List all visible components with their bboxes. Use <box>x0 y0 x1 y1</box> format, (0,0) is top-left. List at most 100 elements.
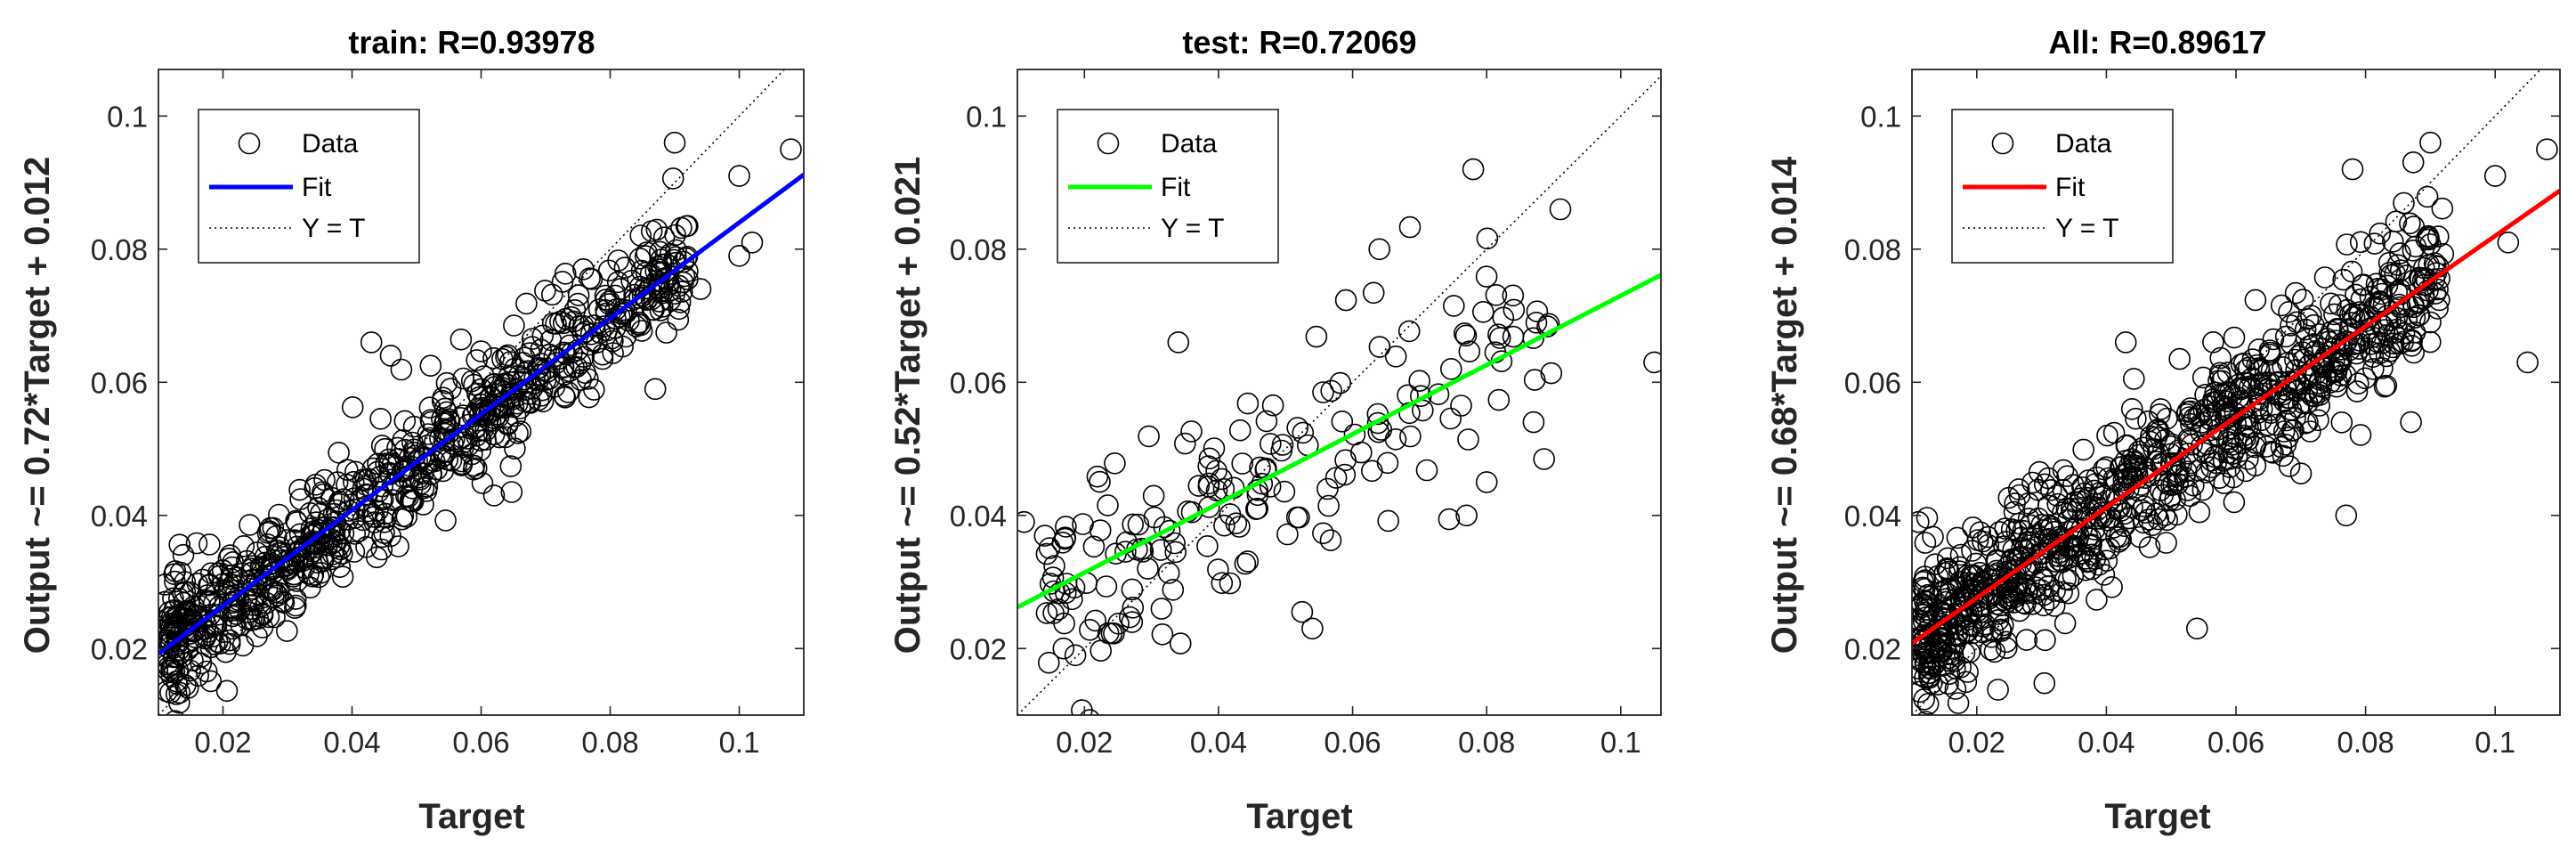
data-point <box>2113 502 2136 525</box>
y-tick-label: 0.04 <box>1844 500 1901 533</box>
data-point <box>672 250 695 273</box>
data-point <box>1992 614 2014 637</box>
data-point <box>2404 235 2427 258</box>
data-point <box>2336 233 2358 256</box>
data-point <box>645 218 668 241</box>
data-point <box>1143 506 1166 529</box>
data-point <box>1913 687 1935 711</box>
data-point <box>2004 492 2026 515</box>
data-point <box>221 556 244 579</box>
data-point <box>2278 455 2301 477</box>
data-point <box>158 573 176 596</box>
data-point <box>1053 612 1075 635</box>
data-point <box>185 532 208 555</box>
data-point <box>2371 357 2394 379</box>
data-point <box>1485 283 1508 306</box>
data-point <box>2272 355 2294 378</box>
data-point <box>2080 533 2102 556</box>
data-point <box>2335 504 2358 527</box>
data-point <box>2148 420 2170 443</box>
data-point <box>1312 381 1334 403</box>
data-point <box>644 378 667 401</box>
data-point <box>2427 225 2450 248</box>
data-point <box>1475 471 1498 493</box>
data-point <box>515 292 538 315</box>
data-point <box>1983 640 2006 663</box>
data-point <box>2072 438 2094 461</box>
data-point <box>1912 610 1935 633</box>
data-point <box>741 231 764 254</box>
data-point <box>2057 547 2080 570</box>
legend: Data Fit Y = T <box>198 109 420 264</box>
data-point <box>2218 448 2241 470</box>
data-point <box>1475 265 1498 288</box>
data-point <box>2310 375 2333 398</box>
data-point <box>2423 252 2446 274</box>
plot-marks <box>1017 75 1661 715</box>
data-point <box>613 256 636 279</box>
x-tick-label: 0.02 <box>1056 726 1113 759</box>
data-point <box>2115 435 2138 458</box>
data-point <box>2426 278 2449 301</box>
chart-title: train: R=0.93978 <box>348 24 595 61</box>
data-point <box>432 460 455 483</box>
data-point <box>365 546 388 569</box>
data-point <box>2385 210 2408 232</box>
data-point <box>2244 289 2267 312</box>
data-point <box>168 587 190 610</box>
data-point <box>373 522 395 545</box>
data-point <box>433 412 456 435</box>
data-point <box>2402 239 2425 262</box>
identity-line <box>1017 75 1661 715</box>
data-point <box>259 579 282 602</box>
data-point <box>2179 484 2201 508</box>
data-point <box>2431 197 2454 220</box>
data-point <box>1219 572 1242 595</box>
data-point <box>2125 407 2147 430</box>
data-point <box>361 502 384 525</box>
data-point <box>198 533 221 556</box>
data-point <box>1174 432 1196 455</box>
data-point <box>1368 238 1390 261</box>
x-tick-label: 0.06 <box>452 726 509 759</box>
data-point <box>1260 433 1282 455</box>
data-point <box>1097 494 1119 516</box>
data-point <box>1949 655 1972 679</box>
data-point <box>462 458 485 481</box>
data-point <box>629 224 652 247</box>
data-point <box>2393 191 2415 215</box>
data-point <box>293 557 315 579</box>
data-point <box>2156 407 2178 430</box>
data-point <box>2388 293 2410 316</box>
data-point <box>2221 434 2244 456</box>
data-point <box>1522 327 1544 350</box>
data-point <box>2308 322 2330 346</box>
data-point <box>1919 657 1941 680</box>
data-point <box>2045 484 2069 507</box>
data-point <box>526 357 549 380</box>
data-point <box>1324 467 1348 489</box>
data-point <box>1055 516 1077 538</box>
data-point <box>158 590 176 614</box>
panel-all: All: R=0.89617 Output ~= 0.68*Target + 0… <box>1765 24 2561 836</box>
data-point <box>2033 671 2056 695</box>
legend: Data Fit Y = T <box>1057 109 1279 264</box>
data-point <box>2277 426 2299 449</box>
data-point <box>1643 351 1661 374</box>
data-point <box>2363 232 2386 255</box>
data-point <box>1236 392 1260 415</box>
data-point <box>2141 514 2164 537</box>
data-point <box>2123 368 2145 390</box>
data-point <box>1043 555 1065 577</box>
data-point <box>2423 268 2446 291</box>
data-point <box>570 369 592 392</box>
data-point <box>568 314 591 338</box>
data-point <box>2037 589 2061 611</box>
plot-marks <box>158 69 804 715</box>
data-point <box>540 283 563 306</box>
data-point <box>1525 311 1548 334</box>
data-point <box>370 538 393 561</box>
data-point <box>2516 351 2539 374</box>
data-point <box>509 420 532 443</box>
data-point <box>1947 692 1970 714</box>
